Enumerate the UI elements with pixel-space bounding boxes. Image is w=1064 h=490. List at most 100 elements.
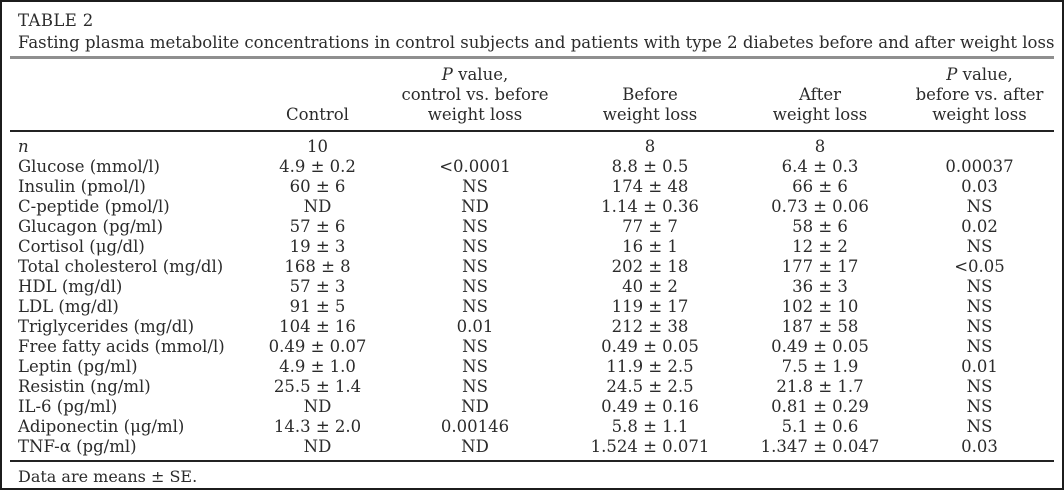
column-header-p-control-vs-before: P value, control vs. before weight loss	[385, 59, 565, 131]
value-cell: 104 ± 16	[279, 317, 356, 336]
row-label: LDL (mg/dl)	[18, 297, 119, 316]
table-row: Insulin (pmol/l) 60 ± 6 NS 174 ± 48 66 ± 6 0.…	[10, 177, 1054, 197]
value-cell: NS	[462, 377, 488, 396]
table-footnote: Data are means ± SE.	[18, 467, 198, 486]
value-cell: 119 ± 17	[611, 297, 689, 316]
column-header-line: weight loss	[932, 105, 1027, 124]
column-header-line: After	[798, 85, 841, 104]
value-cell: ND	[303, 437, 332, 456]
row-label: Resistin (ng/ml)	[18, 377, 151, 396]
value-cell: 40 ± 2	[622, 277, 678, 296]
column-header-line: weight loss	[427, 105, 523, 124]
value-cell: 0.01	[961, 357, 998, 376]
column-header-after-weight-loss: After weight loss	[735, 59, 905, 131]
value-cell: 8.8 ± 0.5	[611, 157, 689, 176]
table-row: LDL (mg/dl) 91 ± 5 NS 119 ± 17 102 ± 10 NS	[10, 297, 1054, 317]
column-header-line: Control	[286, 105, 349, 124]
value-cell: 5.8 ± 1.1	[611, 417, 689, 436]
value-cell: ND	[461, 197, 489, 216]
value-cell: 0.49 ± 0.16	[601, 397, 699, 416]
value-cell: 14.3 ± 2.0	[273, 417, 362, 436]
value-cell	[385, 131, 565, 157]
value-cell: 6.4 ± 0.3	[781, 157, 859, 176]
value-cell: 168 ± 8	[284, 257, 351, 276]
row-label: Adiponectin (μg/ml)	[18, 417, 185, 436]
value-cell: NS	[462, 177, 488, 196]
value-cell: 7.5 ± 1.9	[781, 357, 859, 376]
header-row: Control P value, control vs. before weight …	[10, 59, 1054, 131]
table-row: Free fatty acids (mmol/l) 0.49 ± 0.07 NS 0.…	[10, 337, 1054, 357]
row-label: Cortisol (μg/dl)	[18, 237, 145, 256]
caption-divider-rule	[10, 56, 1054, 59]
column-header-p-before-vs-after: P value, before vs. after weight loss	[905, 59, 1054, 131]
table-row: TNF-α (pg/ml) ND ND 1.524 ± 0.071 1.347 ± 0.…	[10, 437, 1054, 460]
value-cell: ND	[303, 197, 332, 216]
value-cell: 0.00037	[945, 157, 1014, 176]
column-header-line: P value,	[946, 65, 1013, 84]
row-label: Leptin (pg/ml)	[18, 357, 138, 376]
value-cell: 77 ± 7	[622, 217, 678, 236]
value-cell: 19 ± 3	[289, 237, 346, 256]
value-cell: 8	[814, 137, 826, 156]
table-caption: Fasting plasma metabolite concentrations…	[18, 33, 1055, 52]
table-row: Glucose (mmol/l) 4.9 ± 0.2 <0.0001 8.8 ± 0.…	[10, 157, 1054, 177]
column-header-control: Control	[250, 59, 385, 131]
value-cell: NS	[462, 217, 488, 236]
value-cell: 177 ± 17	[781, 257, 859, 276]
value-cell: 0.02	[961, 217, 998, 236]
value-cell: ND	[461, 397, 489, 416]
value-cell: NS	[966, 277, 993, 296]
value-cell: 174 ± 48	[611, 177, 689, 196]
row-label: C-peptide (pmol/l)	[18, 197, 170, 216]
column-header-line: before vs. after	[915, 85, 1044, 104]
value-cell: 36 ± 3	[792, 277, 848, 296]
column-header-line: control vs. before	[401, 85, 549, 104]
value-cell: 0.03	[961, 437, 998, 456]
value-cell: 1.14 ± 0.36	[601, 197, 699, 216]
value-cell: 212 ± 38	[611, 317, 689, 336]
table-row: C-peptide (pmol/l) ND ND 1.14 ± 0.36 0.73 ± …	[10, 197, 1054, 217]
row-label: Insulin (pmol/l)	[18, 177, 146, 196]
value-cell: 4.9 ± 1.0	[279, 357, 356, 376]
value-cell: 0.49 ± 0.05	[771, 337, 869, 356]
value-cell: 1.347 ± 0.047	[760, 437, 880, 456]
value-cell: 60 ± 6	[289, 177, 346, 196]
value-cell: 91 ± 5	[289, 297, 346, 316]
value-cell: 24.5 ± 2.5	[606, 377, 694, 396]
value-cell: NS	[966, 297, 993, 316]
value-cell: 25.5 ± 1.4	[273, 377, 362, 396]
value-cell: 8	[644, 137, 656, 156]
value-cell: 0.01	[456, 317, 494, 336]
value-cell: 102 ± 10	[781, 297, 859, 316]
value-cell: NS	[462, 297, 488, 316]
metabolite-table: Control P value, control vs. before weight …	[10, 59, 1054, 460]
value-cell: NS	[966, 417, 993, 436]
value-cell: 58 ± 6	[792, 217, 848, 236]
table-header: Control P value, control vs. before weight …	[10, 59, 1054, 131]
value-cell: ND	[303, 397, 332, 416]
row-label: Glucagon (pg/ml)	[18, 217, 164, 236]
value-cell: NS	[966, 317, 993, 336]
value-cell: 4.9 ± 0.2	[279, 157, 356, 176]
footnote-divider-rule	[10, 460, 1054, 462]
table-row: Total cholesterol (mg/dl) 168 ± 8 NS 202 ± …	[10, 257, 1054, 277]
table-row: Resistin (ng/ml) 25.5 ± 1.4 NS 24.5 ± 2.5 21…	[10, 377, 1054, 397]
value-cell: <0.0001	[439, 157, 511, 176]
row-label: IL-6 (pg/ml)	[18, 397, 118, 416]
value-cell: 16 ± 1	[622, 237, 678, 256]
value-cell: NS	[966, 197, 993, 216]
row-label: n	[18, 137, 29, 156]
table-row: Adiponectin (μg/ml) 14.3 ± 2.0 0.00146 5.8 …	[10, 417, 1054, 437]
column-header-before-weight-loss: Before weight loss	[565, 59, 735, 131]
value-cell: 187 ± 58	[781, 317, 859, 336]
table-row: Leptin (pg/ml) 4.9 ± 1.0 NS 11.9 ± 2.5 7.5 ±…	[10, 357, 1054, 377]
row-label: Free fatty acids (mmol/l)	[18, 337, 225, 356]
column-header-line: P value,	[441, 65, 509, 84]
row-label: HDL (mg/dl)	[18, 277, 123, 296]
column-header-line: weight loss	[602, 105, 698, 124]
value-cell: 1.524 ± 0.071	[590, 437, 710, 456]
value-cell: ND	[461, 437, 489, 456]
table-body: n 10 8 8 Glucose (mmol/l) 4.9 ± 0.2 <0.0001 8.8…	[10, 131, 1054, 460]
caption-block: TABLE 2 Fasting plasma metabolite concen…	[10, 10, 1054, 54]
